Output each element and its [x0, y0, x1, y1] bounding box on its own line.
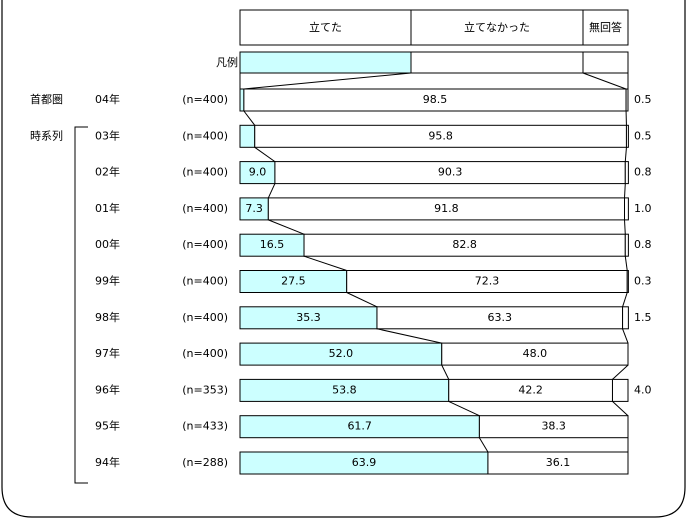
bar-segment: [441, 342, 629, 366]
connector: [612, 364, 629, 380]
sample-size: (n=400): [182, 129, 228, 142]
legend-swatch: [410, 51, 584, 74]
value-label: 61.7: [347, 420, 372, 433]
legend-entry: 無回答: [589, 20, 622, 34]
sample-size: (n=288): [182, 456, 228, 469]
connector: [624, 256, 628, 271]
bracket: [74, 126, 88, 484]
header-cell: [582, 9, 629, 46]
category-label: 01年: [95, 201, 120, 215]
value-label: 52.0: [329, 347, 354, 360]
sample-size: (n=400): [182, 238, 228, 251]
connector: [243, 110, 256, 126]
sample-size: (n=400): [182, 93, 228, 106]
value-label: 0.8: [634, 166, 652, 179]
legend-swatch: [582, 51, 629, 74]
value-label: 0.3: [634, 275, 652, 288]
group-label: 時系列: [30, 128, 63, 142]
value-label: 4.0: [634, 383, 652, 396]
connector: [612, 401, 629, 417]
header-cell: [239, 9, 412, 46]
bar-segment: [611, 378, 629, 402]
category-label: 03年: [95, 128, 120, 142]
bar-segment: [624, 233, 629, 257]
connector: [624, 147, 627, 162]
sample-size: (n=400): [182, 347, 228, 360]
value-label: 1.5: [634, 311, 652, 324]
value-label: 7.3: [245, 202, 263, 215]
value-label: 42.2: [518, 383, 543, 396]
value-label: 35.3: [296, 311, 321, 324]
sample-size: (n=400): [182, 275, 228, 288]
connector: [478, 437, 489, 453]
category-label: 97年: [95, 346, 120, 360]
value-label: 82.8: [452, 238, 477, 251]
connector: [624, 219, 626, 235]
connector: [254, 146, 276, 163]
value-label: 0.5: [634, 129, 652, 142]
legend-label: 凡例: [216, 55, 238, 69]
category-label: 99年: [95, 274, 120, 288]
value-label: 36.1: [546, 456, 571, 469]
value-label: 16.5: [260, 238, 285, 251]
sample-size: (n=433): [182, 420, 228, 433]
sample-size: (n=400): [182, 311, 228, 324]
value-label: 0.8: [634, 238, 652, 251]
category-label: 96年: [95, 382, 120, 396]
value-label: 0.5: [634, 93, 652, 106]
category-label: 02年: [95, 165, 120, 179]
bar-segment: [239, 124, 256, 148]
category-label: 00年: [95, 237, 120, 251]
connector: [243, 72, 412, 90]
connector: [624, 183, 626, 198]
connector: [303, 255, 347, 271]
connector: [448, 400, 480, 417]
connector: [622, 328, 629, 344]
bar-segment: [478, 415, 629, 439]
sample-size: (n=353): [182, 383, 228, 396]
bar-segment: [625, 124, 629, 148]
value-label: 27.5: [281, 275, 306, 288]
value-label: 63.9: [352, 456, 377, 469]
bar-segment: [622, 306, 629, 330]
value-label: 38.3: [541, 420, 566, 433]
legend-entry: 立てなかった: [464, 20, 530, 34]
connector: [346, 292, 378, 308]
value-label: 72.3: [475, 275, 500, 288]
connector: [622, 292, 628, 307]
value-label: 90.3: [438, 166, 463, 179]
legend-swatch: [239, 51, 412, 74]
value-label: 53.8: [332, 383, 357, 396]
header-cell: [410, 9, 584, 46]
category-label: 04年: [95, 92, 120, 106]
group-label: 首都圏: [30, 92, 63, 106]
connector: [267, 183, 276, 199]
value-label: 63.3: [488, 311, 513, 324]
bar-segment: [626, 270, 629, 293]
sample-size: (n=400): [182, 166, 228, 179]
category-label: 98年: [95, 310, 120, 324]
value-label: 91.8: [434, 202, 459, 215]
value-label: 98.5: [423, 93, 448, 106]
value-label: 9.0: [249, 166, 267, 179]
bar-segment: [625, 88, 629, 112]
connector: [268, 219, 305, 235]
sample-size: (n=400): [182, 202, 228, 215]
value-label: 48.0: [523, 347, 548, 360]
legend-entry: 立てた: [309, 20, 342, 34]
bar-segment: [624, 197, 629, 221]
bar-segment: [624, 161, 629, 185]
connector: [441, 364, 450, 380]
category-label: 94年: [95, 455, 120, 469]
value-label: 1.0: [634, 202, 652, 215]
value-label: 95.8: [428, 129, 453, 142]
connector: [376, 328, 442, 344]
bar-segment: [487, 451, 629, 475]
category-label: 95年: [95, 419, 120, 433]
connector: [582, 72, 627, 90]
